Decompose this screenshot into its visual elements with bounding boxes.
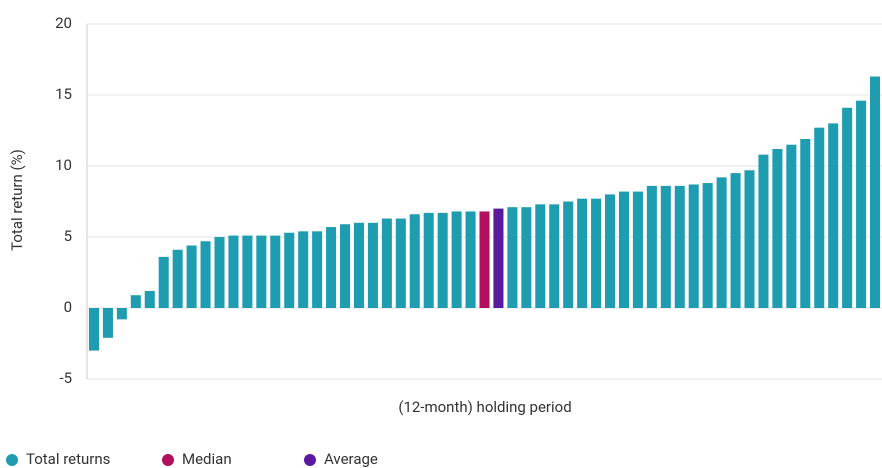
legend-label: Average bbox=[324, 450, 378, 468]
bar bbox=[842, 107, 853, 308]
bar bbox=[674, 185, 685, 308]
bar bbox=[326, 227, 337, 308]
bar bbox=[423, 212, 434, 308]
bar bbox=[772, 148, 783, 308]
y-tick-label: 20 bbox=[55, 14, 72, 32]
bar bbox=[130, 295, 141, 308]
bar bbox=[451, 211, 462, 308]
bar bbox=[702, 183, 713, 308]
bar bbox=[730, 173, 741, 308]
bar bbox=[116, 308, 127, 320]
bar bbox=[646, 185, 657, 308]
legend-label: Median bbox=[182, 450, 232, 468]
bar bbox=[409, 214, 420, 308]
bar bbox=[632, 191, 643, 308]
bar bbox=[200, 241, 211, 308]
bar bbox=[744, 170, 755, 308]
legend-marker bbox=[6, 454, 18, 466]
legend-label: Total returns bbox=[26, 450, 110, 468]
legend-marker bbox=[304, 454, 316, 466]
bar bbox=[618, 191, 629, 308]
y-tick-label: 0 bbox=[64, 298, 72, 316]
bar bbox=[228, 235, 239, 308]
bar bbox=[186, 245, 197, 308]
bar bbox=[800, 139, 811, 308]
bar bbox=[716, 177, 727, 308]
bar bbox=[479, 211, 490, 308]
y-axis-label: Total return (%) bbox=[8, 149, 26, 251]
bar bbox=[367, 222, 378, 308]
bar bbox=[158, 256, 169, 308]
bar bbox=[856, 100, 867, 309]
bar bbox=[242, 235, 253, 308]
legend-marker bbox=[162, 454, 174, 466]
bar bbox=[521, 207, 532, 308]
bar bbox=[214, 237, 225, 308]
bar bbox=[786, 144, 797, 308]
y-tick-label: -5 bbox=[59, 369, 72, 387]
bar bbox=[828, 123, 839, 309]
bar bbox=[172, 249, 183, 308]
bar bbox=[270, 235, 281, 308]
bar bbox=[814, 127, 825, 308]
bar bbox=[340, 224, 351, 308]
bar bbox=[549, 204, 560, 308]
bar bbox=[660, 185, 671, 308]
bar bbox=[312, 231, 323, 308]
bar bbox=[381, 218, 392, 308]
bar bbox=[507, 207, 518, 308]
bar bbox=[535, 204, 546, 308]
bar bbox=[605, 194, 616, 308]
bar bbox=[758, 154, 769, 308]
bar bbox=[493, 208, 504, 308]
bar bbox=[102, 308, 113, 338]
x-axis-label: (12-month) holding period bbox=[398, 398, 571, 416]
bar bbox=[688, 184, 699, 308]
bar bbox=[144, 290, 155, 308]
y-tick-label: 15 bbox=[55, 85, 72, 103]
y-tick-label: 5 bbox=[64, 227, 72, 245]
bar bbox=[870, 76, 881, 308]
bar bbox=[395, 218, 406, 308]
bar bbox=[591, 198, 602, 308]
bar bbox=[563, 201, 574, 308]
bar bbox=[88, 308, 99, 351]
bar bbox=[437, 212, 448, 308]
y-tick-label: 10 bbox=[55, 156, 72, 174]
bar bbox=[353, 222, 364, 308]
bar bbox=[256, 235, 267, 308]
bar bbox=[298, 231, 309, 308]
bar bbox=[284, 232, 295, 308]
bar bbox=[465, 211, 476, 308]
bar bbox=[577, 198, 588, 308]
